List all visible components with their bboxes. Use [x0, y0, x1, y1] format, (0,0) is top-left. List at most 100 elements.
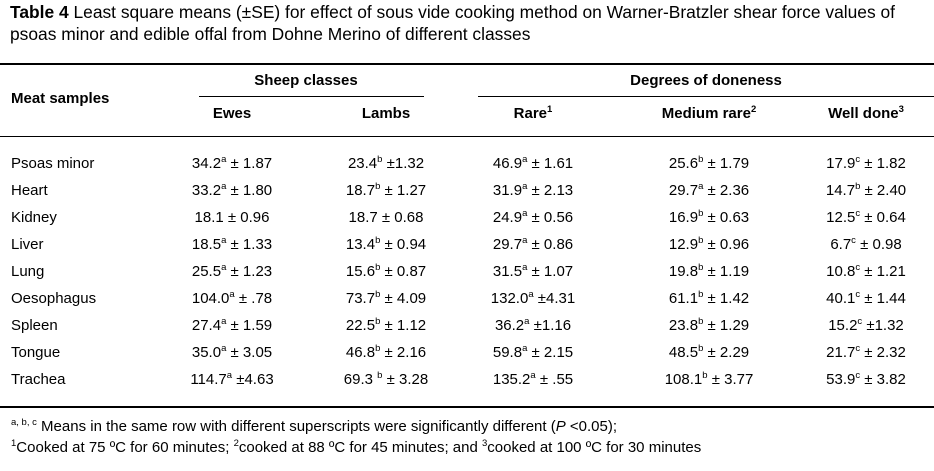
- group-rule-doneness: [478, 96, 934, 97]
- cell-error: ± 2.15: [527, 344, 574, 361]
- cell-error: ± 2.29: [703, 344, 750, 361]
- cell-value: 40.1: [826, 290, 856, 307]
- cell-value: 23.4: [347, 155, 378, 172]
- cell-value: 18.7 ± 0.68: [348, 209, 424, 226]
- cell-value: 108.1: [664, 371, 703, 388]
- cell-error: ± 0.96: [703, 236, 750, 253]
- cell-superscript: a: [522, 154, 528, 165]
- cell-value: 25.6: [668, 155, 699, 172]
- cell-superscript: a: [522, 343, 528, 354]
- cell-value: 59.8: [492, 344, 523, 361]
- table-cell: 29.7a ± 0.86: [493, 236, 573, 253]
- column-header-label: Well done: [828, 105, 899, 122]
- cell-superscript: b: [375, 316, 381, 327]
- cell-superscript: b: [702, 370, 708, 381]
- group-header-doneness: Degrees of doneness: [630, 72, 782, 89]
- cell-error: ± 2.36: [703, 182, 750, 199]
- cell-error: ± 1.19: [703, 263, 750, 280]
- table-cell: 23.8b ± 1.29: [669, 317, 749, 334]
- cell-superscript: b: [375, 262, 381, 273]
- cell-error: ± 1.82: [860, 155, 906, 172]
- table-cell: 69.3 b ± 3.28: [344, 371, 428, 388]
- table-cell: 35.0a ± 3.05: [192, 344, 272, 361]
- table-cell: 61.1b ± 1.42: [669, 290, 749, 307]
- table-cell: 12.5c ± 0.64: [826, 209, 906, 226]
- table-cell: 18.1 ± 0.96: [195, 209, 270, 226]
- column-header: Medium rare2: [662, 105, 757, 122]
- cell-value: 29.7: [668, 182, 699, 199]
- table-cell: 15.6b ± 0.87: [346, 263, 426, 280]
- cell-value: 46.9: [492, 155, 523, 172]
- column-header-sup: 3: [898, 104, 904, 115]
- cell-error: ± 0.64: [860, 209, 906, 226]
- cell-value: 18.5: [191, 236, 222, 253]
- row-label: Lung: [11, 263, 45, 280]
- row-label: Tongue: [11, 344, 61, 361]
- column-header-label: Rare: [513, 105, 548, 122]
- cell-value: 22.5: [345, 317, 376, 334]
- cell-superscript: a: [221, 316, 227, 327]
- cell-value: 15.2: [828, 317, 858, 334]
- column-header-sup: 1: [547, 104, 553, 115]
- table-caption: Table 4 Least square means (±SE) for eff…: [10, 1, 920, 45]
- cell-error: ± 1.29: [703, 317, 750, 334]
- cell-value: 35.0: [191, 344, 222, 361]
- cell-superscript: a: [229, 289, 235, 300]
- cell-value: 61.1: [668, 290, 699, 307]
- table-cell: 34.2a ± 1.87: [192, 155, 272, 172]
- table-cell: 15.2c ±1.32: [828, 317, 904, 334]
- table-cell: 17.9c ± 1.82: [826, 155, 906, 172]
- cell-error: ±4.31: [533, 290, 576, 307]
- column-header: Lambs: [362, 105, 410, 122]
- cell-error: ± 2.32: [860, 344, 906, 361]
- table-cell: 12.9b ± 0.96: [669, 236, 749, 253]
- caption-text: Least square means (±SE) for effect of s…: [10, 2, 895, 44]
- table-label: Table 4: [10, 2, 69, 22]
- cell-value: 135.2: [492, 371, 531, 388]
- cell-error: ± 1.23: [226, 263, 273, 280]
- table-cell: 135.2a ± .55: [493, 371, 573, 388]
- footnote-marker: 2: [233, 438, 239, 449]
- cell-error: ± 2.13: [527, 182, 574, 199]
- cell-value: 46.8: [345, 344, 376, 361]
- table-cell: 16.9b ± 0.63: [669, 209, 749, 226]
- group-rule-sheep: [199, 96, 424, 97]
- cell-error: ± 1.44: [860, 290, 906, 307]
- table-cell: 18.5a ± 1.33: [192, 236, 272, 253]
- cell-error: ± 1.59: [226, 317, 273, 334]
- cell-superscript: b: [698, 154, 704, 165]
- cell-error: ± 1.07: [527, 263, 574, 280]
- table-cell: 108.1b ± 3.77: [665, 371, 754, 388]
- cell-error: ±1.32: [382, 155, 425, 172]
- table-cell: 46.8b ± 2.16: [346, 344, 426, 361]
- cell-error: ± 0.87: [380, 263, 427, 280]
- table-cell: 25.5a ± 1.23: [192, 263, 272, 280]
- table-cell: 18.7b ± 1.27: [346, 182, 426, 199]
- cell-superscript: c: [855, 289, 861, 300]
- table-cell: 29.7a ± 2.36: [669, 182, 749, 199]
- column-header-label: Lambs: [361, 105, 411, 122]
- cell-value: 24.9: [492, 209, 523, 226]
- cell-superscript: b: [377, 154, 383, 165]
- cell-superscript: b: [377, 370, 383, 381]
- column-header-label: Ewes: [212, 105, 252, 122]
- cell-value: 33.2: [191, 182, 222, 199]
- cell-value: 73.7: [345, 290, 376, 307]
- cell-superscript: c: [855, 343, 861, 354]
- row-label: Heart: [11, 182, 48, 199]
- cell-error: ± 1.12: [380, 317, 427, 334]
- cell-value: 48.5: [668, 344, 699, 361]
- cell-value: 18.1 ± 0.96: [194, 209, 270, 226]
- table-cell: 25.6b ± 1.79: [669, 155, 749, 172]
- cell-superscript: a: [221, 154, 227, 165]
- cell-error: ±1.16: [529, 317, 572, 334]
- footnote-cooking: 1Cooked at 75 ºC for 60 minutes; 2cooked…: [11, 439, 701, 456]
- cell-error: ± 1.79: [703, 155, 750, 172]
- cell-superscript: c: [855, 262, 861, 273]
- cell-superscript: a: [522, 262, 528, 273]
- cell-superscript: a: [698, 181, 704, 192]
- cell-error: ± .55: [535, 371, 574, 388]
- footnote-sup: a, b, c: [11, 417, 37, 428]
- cell-error: ±1.32: [862, 317, 904, 334]
- table-cell: 23.4b ±1.32: [348, 155, 424, 172]
